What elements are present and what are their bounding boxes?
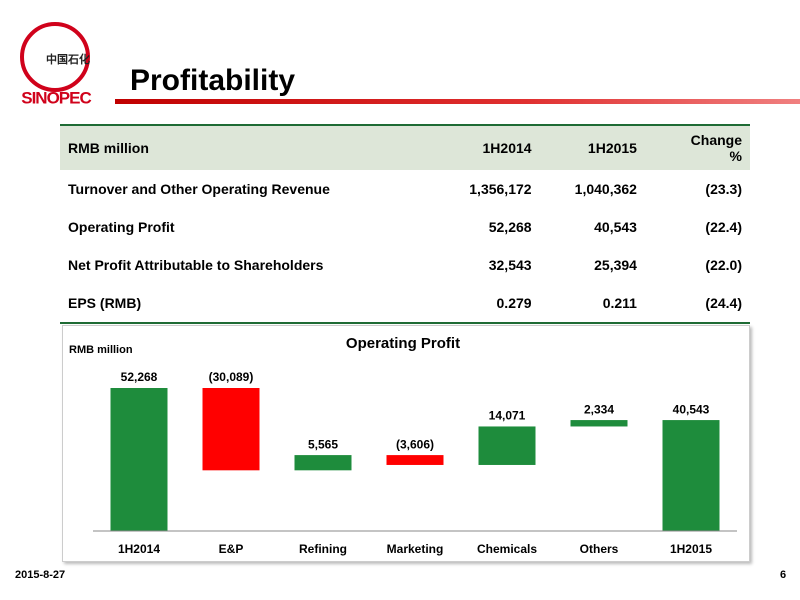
x-tick-label: Others xyxy=(580,542,619,556)
chart: Operating Profit RMB million 52,268 1H201… xyxy=(62,325,750,562)
x-tick-label: 1H2014 xyxy=(118,542,160,556)
logo-ring xyxy=(20,22,90,92)
column-header: 1H2014 xyxy=(434,124,540,170)
table-row: Net Profit Attributable to Shareholders 3… xyxy=(60,246,750,284)
y-label: RMB million xyxy=(69,344,133,356)
table-row: Turnover and Other Operating Revenue 1,35… xyxy=(60,170,750,208)
table-cell: (22.0) xyxy=(705,257,742,273)
table-cell: 52,268 xyxy=(488,219,532,235)
column-header: Change % xyxy=(644,124,750,170)
table-cell: Turnover and Other Operating Revenue xyxy=(68,181,330,197)
header-row: RMB million 1H2014 1H2015 Change % xyxy=(60,124,750,170)
column-header: RMB million xyxy=(60,124,435,170)
table-cell: 1,356,172 xyxy=(469,181,532,197)
x-tick-label: E&P xyxy=(219,542,244,556)
bar xyxy=(386,455,444,465)
value-label: 52,268 xyxy=(121,370,158,384)
title: Profitability xyxy=(130,64,296,97)
table: RMB million 1H2014 1H2015 Change % Turnover … xyxy=(60,124,750,324)
logo-chinese: 中国石化 xyxy=(46,52,90,66)
bar xyxy=(478,426,536,465)
x-tick-label: Chemicals xyxy=(477,542,537,556)
column-header-text: Change % xyxy=(690,132,742,164)
value-label: 14,071 xyxy=(489,409,526,423)
table-cell: Net Profit Attributable to Shareholders xyxy=(68,257,324,273)
table-cell: 40,543 xyxy=(594,219,637,235)
x-tick-label: 1H2015 xyxy=(670,542,712,556)
value-label: (30,089) xyxy=(209,370,254,384)
table-cell: 0.211 xyxy=(539,284,645,324)
bar xyxy=(110,388,168,531)
table-row: EPS (RMB) 0.279 0.211 (24.4) xyxy=(60,284,750,324)
bar xyxy=(202,388,260,471)
value-label: 5,565 xyxy=(308,437,338,451)
bar xyxy=(662,420,720,531)
table-cell: (23.3) xyxy=(705,181,742,197)
table-cell: 0.279 xyxy=(434,284,540,324)
x-tick-label: Refining xyxy=(299,542,347,556)
table-row: Operating Profit 52,268 40,543 (22.4) xyxy=(60,208,750,246)
table-cell: (24.4) xyxy=(644,284,750,324)
header-rule xyxy=(115,99,800,104)
column-header-text: 1H2014 xyxy=(482,140,532,156)
table-cell: 1,040,362 xyxy=(574,181,637,197)
column-header-text: RMB million xyxy=(68,140,149,156)
value-label: (3,606) xyxy=(396,437,434,451)
logo: 中国石化 SINOPEC xyxy=(20,22,92,107)
footer-date: 2015-8-27 xyxy=(15,569,66,581)
table-cell: 32,543 xyxy=(488,257,532,273)
logo-english: SINOPEC xyxy=(21,88,91,107)
value-label: 40,543 xyxy=(673,402,710,416)
page-number: 6 xyxy=(780,569,787,581)
table-cell: Operating Profit xyxy=(68,219,175,235)
bar xyxy=(570,420,628,427)
table-cell: 25,394 xyxy=(594,257,637,273)
table-cell: (22.4) xyxy=(705,219,742,235)
value-label: 2,334 xyxy=(584,402,614,416)
x-tick-label: Marketing xyxy=(387,542,444,556)
bar xyxy=(294,455,352,471)
column-header: 1H2015 xyxy=(539,124,645,170)
chart-title: Operating Profit xyxy=(346,335,460,352)
column-header-text: 1H2015 xyxy=(587,140,637,156)
table-cell: EPS (RMB) xyxy=(60,284,435,324)
